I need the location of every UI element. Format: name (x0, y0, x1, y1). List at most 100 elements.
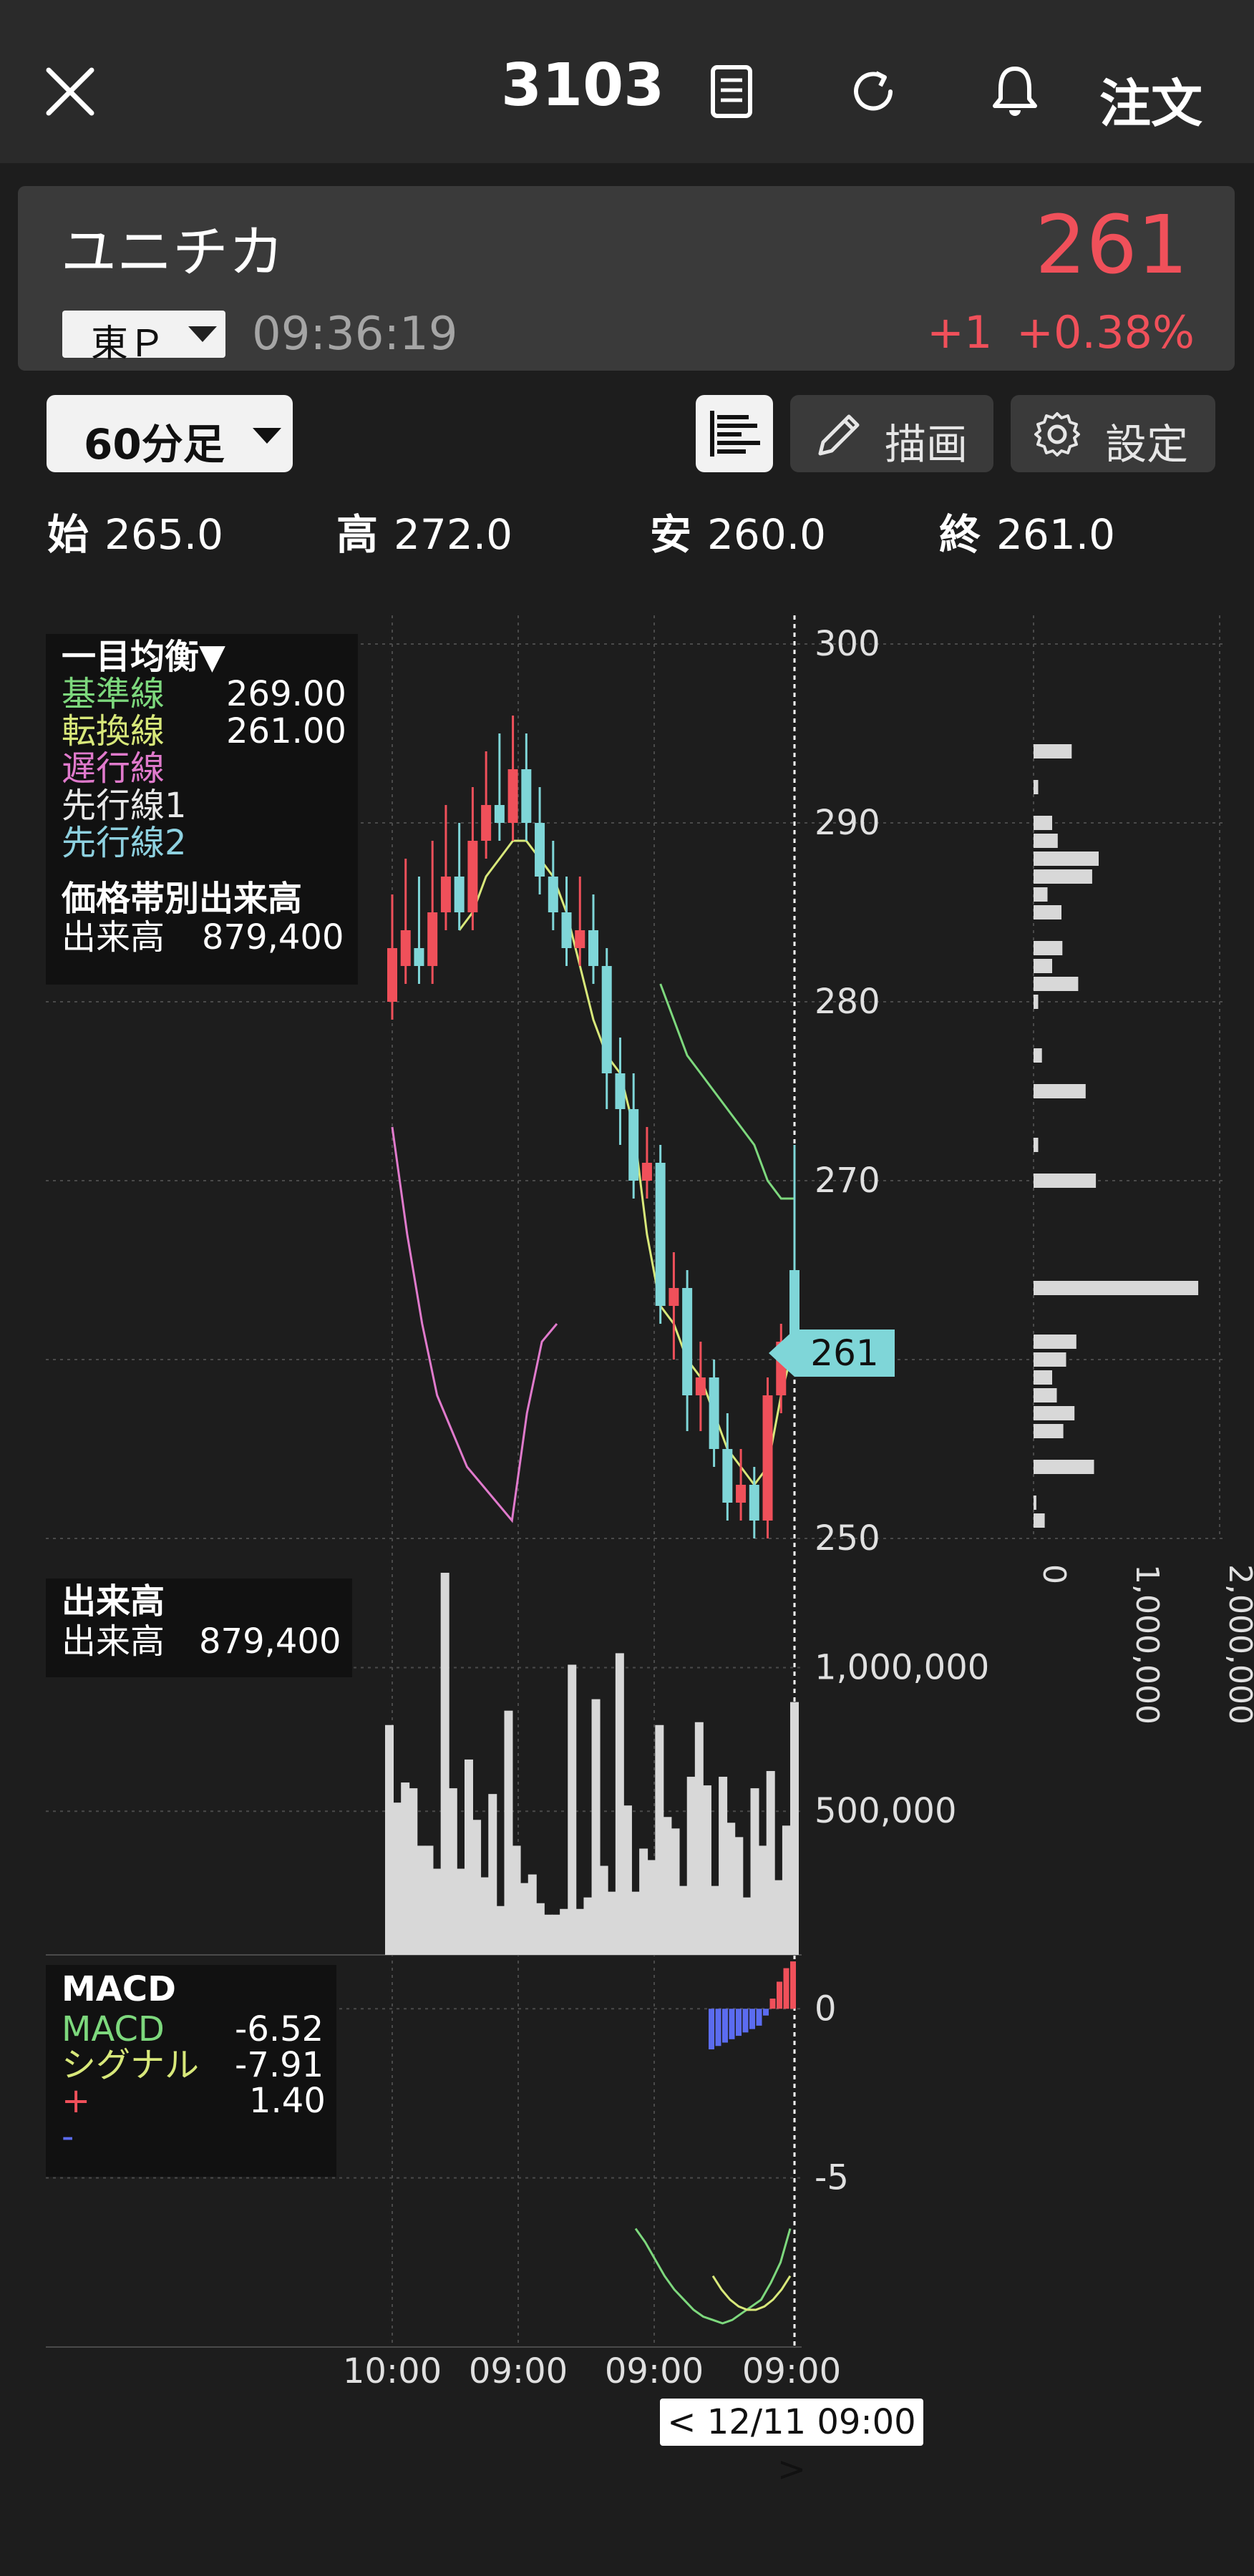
candle-body (400, 930, 411, 966)
volume-bar (583, 1897, 593, 1955)
signal-value: -7.91 (235, 2045, 324, 2085)
settings-label: 設定 (1105, 420, 1189, 469)
volume-profile-bar (1034, 887, 1048, 902)
volume-profile-bar (1034, 1388, 1057, 1402)
candle-body (481, 805, 492, 841)
market-select[interactable]: 東Ｐ (62, 311, 225, 366)
candle-body (655, 1163, 666, 1306)
candle-body (749, 1485, 759, 1521)
volume-bar (615, 1653, 624, 1955)
volume-bar (679, 1885, 688, 1955)
ichimoku-legend: 一目均衡▼ 基準線 269.00 転換線 261.00 遅行線 先行線1 先行線… (46, 634, 358, 985)
volume-profile-bar (1034, 1513, 1045, 1528)
volume-profile-bar (1034, 1138, 1039, 1152)
macd-value: -6.52 (235, 2009, 324, 2049)
volume-bar (599, 1865, 608, 1955)
close-label: 終 (939, 510, 981, 559)
ichimoku-lines (391, 839, 796, 1523)
volume-profile-tick: 2,000,000 (1222, 1564, 1254, 1724)
volume-profile-bar (1034, 744, 1072, 758)
volume-bar (774, 1880, 783, 1955)
volume-legend: 出来高 出来高 879,400 (46, 1579, 352, 1677)
volume-profile-bar (1034, 1424, 1064, 1438)
macd-tick-label: -5 (815, 2158, 849, 2198)
volume-profile-bar (1034, 1048, 1042, 1063)
volume-bar (639, 1848, 648, 1955)
last-price-tag: 261 (769, 1330, 895, 1377)
candle-body (695, 1377, 706, 1395)
chart-area[interactable]: 30029028027026025001,000,0002,000,0001,0… (0, 615, 1254, 2447)
candle-body (414, 948, 424, 966)
volume-profile-bar (1034, 995, 1039, 1009)
ichimoku-title[interactable]: 一目均衡▼ (62, 637, 225, 677)
volume-profile-bar (1034, 977, 1079, 991)
open-value: 265.0 (104, 510, 224, 559)
gear-icon (1034, 412, 1080, 457)
quote-time: 09:36:19 (252, 308, 458, 361)
macd-histogram-bar (729, 2009, 735, 2039)
time-tick-label: 09:00 (742, 2351, 841, 2391)
volume-profile-bar (1034, 1335, 1076, 1349)
bell-icon[interactable] (986, 63, 1044, 120)
candle-body (789, 1270, 799, 1342)
period-select[interactable]: 60分足 (47, 395, 293, 472)
close-icon[interactable] (43, 64, 97, 119)
macd-histogram-bar (722, 2009, 728, 2043)
macd-histogram-bar (736, 2009, 742, 2036)
refresh-icon[interactable] (845, 63, 902, 120)
volume-bar (647, 1860, 656, 1955)
macd-histogram-bar (783, 1968, 789, 2009)
volume-bar (607, 1891, 616, 1955)
candle-body (561, 912, 572, 948)
volume-profile-bar (1034, 959, 1052, 973)
volume-profile-bar (1034, 852, 1099, 866)
volume-bar (568, 1664, 577, 1955)
low-label: 安 (650, 510, 692, 559)
volume-bar (417, 1845, 426, 1955)
price-change: +1 (927, 306, 993, 358)
volume-bar (496, 1906, 505, 1955)
volume-profile (1034, 744, 1199, 1528)
volume-bar (766, 1771, 775, 1955)
macd-histogram-bar (790, 1961, 796, 2009)
volume-bar (734, 1837, 744, 1955)
volume-bar (694, 1722, 704, 1955)
volume-bar (448, 1788, 457, 1955)
draw-button[interactable]: 描画 (790, 395, 993, 472)
volume-bar (456, 1868, 465, 1955)
document-icon[interactable] (703, 63, 760, 120)
candle-body (454, 877, 465, 912)
macd-histogram-bar (756, 2009, 762, 2026)
macd-histogram-bar (715, 2009, 721, 2046)
volume-bar (655, 1724, 664, 1955)
ohlc-open: 始 265.0 (47, 501, 223, 561)
volume-profile-tick: 1,000,000 (1129, 1564, 1165, 1724)
volume-tick-label: 1,000,000 (815, 1647, 989, 1687)
volume-bar (401, 1782, 410, 1955)
volume-bar (512, 1845, 521, 1955)
date-range-label[interactable]: < 12/11 09:00 > (660, 2399, 923, 2489)
volume-profile-bar (1034, 1370, 1052, 1385)
volume-profile-bar (1034, 905, 1061, 919)
volume-bar (750, 1788, 759, 1955)
volume-bar (782, 1825, 791, 1955)
volume-bar (409, 1788, 418, 1955)
volume-bar (726, 1823, 736, 1955)
candle-body (615, 1073, 626, 1109)
open-label: 始 (47, 510, 89, 559)
order-button[interactable]: 注文 (1099, 74, 1203, 134)
macd-line (634, 2228, 792, 2325)
settings-button[interactable]: 設定 (1011, 395, 1215, 472)
volume-title: 出来高 (62, 1581, 165, 1621)
volume-bar (591, 1699, 601, 1955)
stock-name: ユニチカ (61, 220, 285, 285)
price-tick-label: 290 (815, 803, 880, 843)
volume-bar (480, 1877, 490, 1955)
pencil-icon (818, 414, 860, 456)
vp-value: 879,400 (202, 917, 344, 957)
plus-label: + (62, 2081, 91, 2121)
chikou-label: 遅行線 (62, 748, 165, 789)
candle-body (467, 841, 478, 912)
list-toggle-button[interactable] (696, 395, 773, 472)
price-tick-label: 280 (815, 982, 880, 1022)
